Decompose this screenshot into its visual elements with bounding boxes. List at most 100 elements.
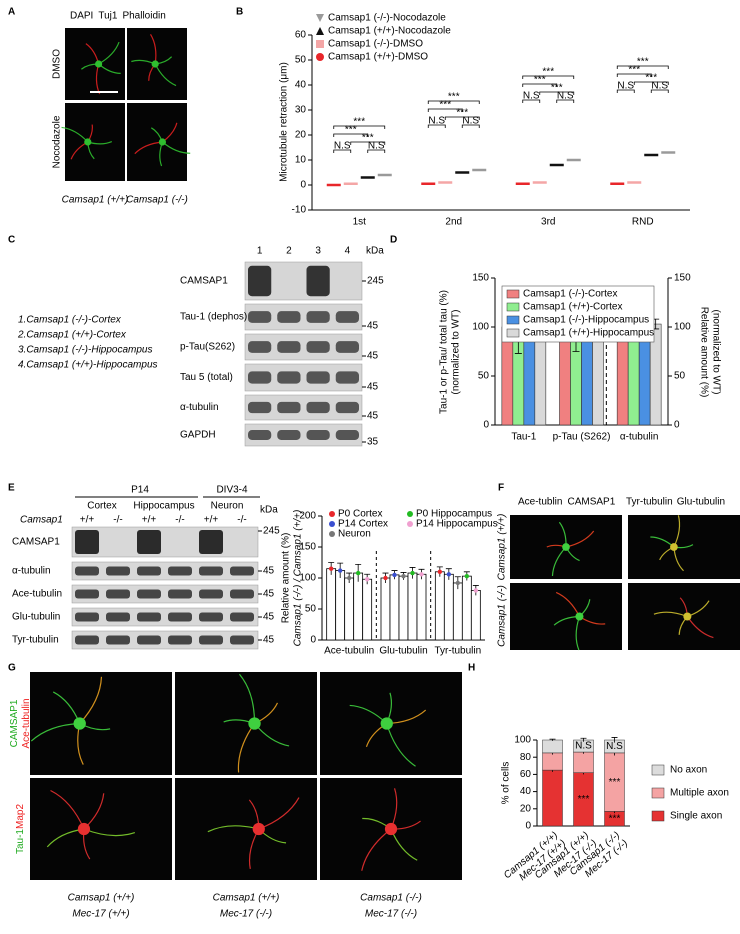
cell-body	[562, 543, 570, 551]
mean-dot	[392, 572, 397, 578]
significance-label: N.S	[368, 141, 385, 152]
legend-label: Camsap1 (-/-)-Nocodazole	[328, 13, 446, 24]
column-label: Mec-17 (+/+)	[72, 909, 129, 920]
row-label: Ace-tubulin	[21, 698, 32, 748]
y-tick-label: 50	[305, 604, 317, 615]
bar-segment	[542, 769, 563, 827]
bar	[344, 577, 355, 641]
blot-band	[137, 589, 161, 599]
y-axis-label: Relative amount (%)	[281, 533, 292, 624]
row-label: CAMSAP1	[180, 276, 228, 287]
y-tick-label: 60	[520, 769, 532, 780]
mean-dot	[401, 573, 406, 579]
y-tick-label: 50	[295, 55, 307, 66]
blot-strip	[244, 423, 363, 447]
legend-label: P14 Hippocampus	[416, 519, 498, 530]
blot-band	[248, 430, 272, 440]
error-bar	[611, 737, 618, 743]
legend-label: Camsap1 (-/-)-DMSO	[328, 39, 423, 50]
micrograph	[30, 672, 172, 775]
legend-label: Camsap1 (+/+)-DMSO	[328, 52, 428, 63]
column-label: Mec-17 (-/-)	[220, 909, 272, 920]
y-tick-label: 100	[299, 573, 316, 584]
row-label-part: Ace-tubulin	[21, 698, 32, 748]
group-label: P14	[131, 485, 149, 496]
blot-band	[75, 589, 99, 599]
legend-marker	[407, 521, 413, 527]
significance-label: N.S	[462, 116, 479, 127]
blot-band	[230, 566, 254, 576]
significance-label: ***	[345, 125, 357, 136]
blot-band	[306, 341, 330, 353]
row-label-part: CAMSAP1	[9, 699, 20, 747]
significance-label: ***	[439, 100, 451, 111]
y-tick-label: 0	[483, 420, 489, 431]
error-bar	[549, 738, 556, 741]
bar	[627, 336, 640, 426]
lane-label: 3	[315, 246, 321, 257]
blot-band	[106, 589, 130, 599]
blot-band	[230, 635, 254, 645]
genotype: -/-	[237, 515, 246, 526]
row-label: Glu-tubulin	[12, 612, 60, 623]
blot-band	[168, 612, 192, 622]
column-label: Camsap1 (-/-)	[360, 893, 422, 904]
column-label: Camsap1 (+/+)	[68, 893, 135, 904]
significance-bracket	[333, 133, 369, 137]
legend-marker	[329, 531, 335, 537]
blot-band	[106, 635, 130, 645]
blot-band	[306, 401, 330, 414]
y-tick-label: 20	[520, 803, 532, 814]
legend-label: Neuron	[338, 529, 371, 540]
row-label: Tau-1Map2	[15, 804, 26, 854]
y-axis-label: % of cells	[501, 762, 512, 805]
column-label: Camsap1 (+/+)	[213, 893, 280, 904]
marker-label: 45	[367, 411, 379, 422]
y-tick-label: 40	[295, 80, 307, 91]
significance-bracket	[633, 81, 669, 85]
row-label: Camsap1 (+/+)	[497, 514, 508, 581]
blot-band	[306, 430, 330, 440]
genotype: +/+	[204, 515, 219, 526]
legend-label: P0 Hippocampus	[416, 509, 492, 520]
y-tick-label: 20	[295, 130, 307, 141]
sample-label: 3.Camsap1 (-/-)-Hippocampus	[18, 345, 153, 356]
blot-band	[248, 311, 272, 323]
y-tick-label: 0	[310, 635, 316, 646]
legend-label: Camsap1 (+/+)-Hippocampus	[523, 328, 654, 339]
bar	[353, 572, 364, 641]
significance-label: N.S	[334, 141, 351, 152]
x-tick-label: α-tubulin	[620, 432, 659, 443]
row-label: Tyr-tubulin	[12, 635, 59, 646]
panel-label: G	[8, 663, 16, 674]
significance-label: N.S	[651, 81, 668, 92]
significance-bracket	[522, 83, 558, 87]
blot-band	[335, 401, 359, 414]
blot-band	[277, 430, 301, 440]
blot-band	[199, 530, 223, 554]
panel-label: E	[8, 483, 15, 494]
blot-band	[199, 589, 223, 599]
significance-label: N.S	[428, 116, 445, 127]
y-axis-label: Camsap1 (-/-) / Camsap1 (+/+)	[293, 510, 304, 647]
bar	[443, 573, 454, 641]
y-tick-label: 0	[525, 821, 531, 832]
lane-label: 4	[345, 246, 351, 257]
micrograph	[65, 103, 125, 181]
significance-bracket	[522, 75, 575, 79]
legend-marker	[329, 511, 335, 517]
cell-body	[683, 612, 692, 621]
panel-label: B	[236, 7, 243, 18]
row-label: CAMSAP1	[9, 699, 20, 747]
micrograph	[510, 583, 622, 650]
significance-label: N.S	[523, 91, 540, 102]
significance-bracket	[333, 125, 386, 129]
stain-label: DAPI	[70, 11, 93, 22]
panel-label: D	[390, 235, 397, 246]
significance-bracket	[556, 99, 575, 103]
significance-label: ***	[578, 794, 590, 805]
y-tick-label: 0	[674, 420, 680, 431]
significance-label: ***	[637, 57, 649, 68]
significance-label: ***	[362, 133, 374, 144]
